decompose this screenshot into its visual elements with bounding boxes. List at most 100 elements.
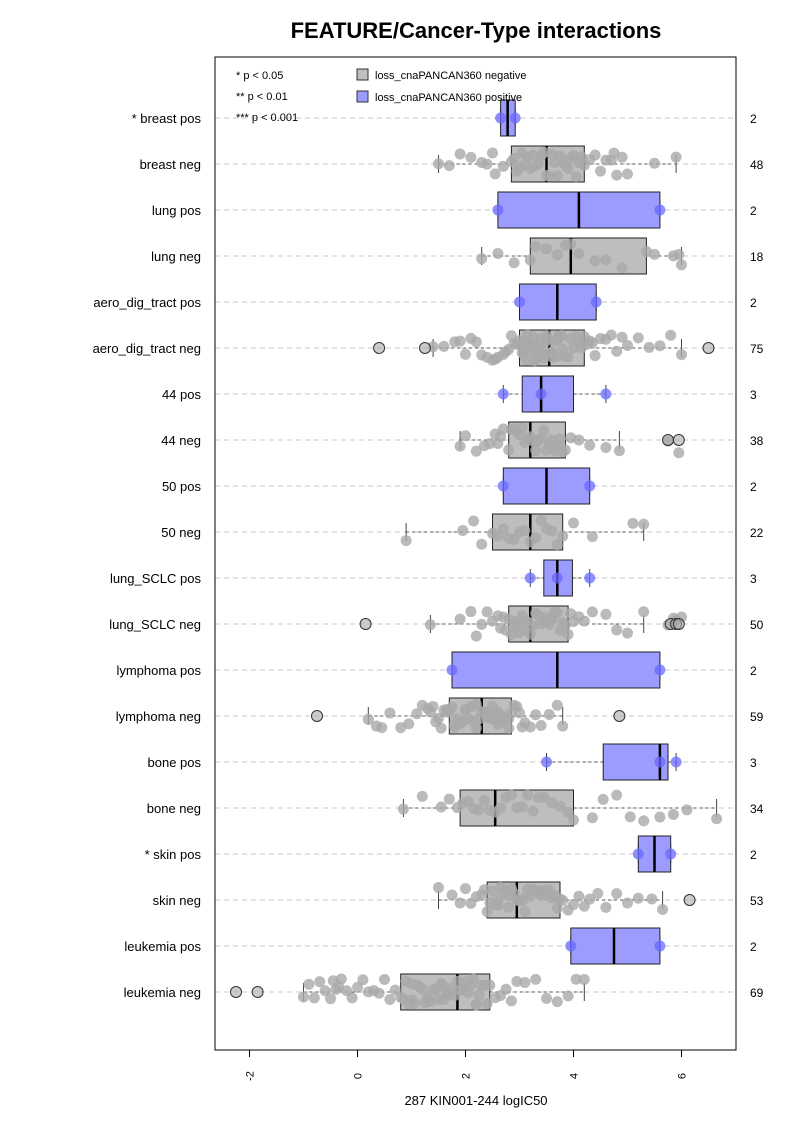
series-legend-item: loss_cnaPANCAN360 negative bbox=[375, 70, 526, 82]
x-tick-label: 4 bbox=[569, 1073, 581, 1079]
data-point bbox=[530, 241, 542, 253]
group-count: 22 bbox=[750, 526, 764, 540]
data-point bbox=[600, 388, 612, 400]
box bbox=[529, 237, 647, 275]
data-point bbox=[624, 811, 636, 823]
group-count: 3 bbox=[750, 572, 757, 586]
data-point bbox=[613, 445, 625, 457]
data-points bbox=[230, 112, 723, 1011]
data-point bbox=[424, 619, 436, 631]
data-point bbox=[589, 149, 601, 161]
data-point bbox=[449, 718, 461, 730]
data-point bbox=[573, 434, 585, 446]
data-point bbox=[557, 720, 569, 732]
data-point bbox=[460, 703, 471, 715]
data-point bbox=[487, 147, 498, 159]
data-point bbox=[530, 973, 542, 985]
data-point bbox=[622, 339, 633, 351]
data-point bbox=[627, 517, 639, 529]
data-point bbox=[357, 974, 369, 986]
data-point bbox=[584, 893, 596, 905]
data-point bbox=[519, 976, 531, 988]
data-point bbox=[562, 351, 574, 363]
data-point bbox=[481, 998, 493, 1010]
data-point bbox=[654, 940, 666, 952]
data-point bbox=[484, 979, 496, 991]
data-point bbox=[573, 248, 585, 260]
data-point bbox=[568, 814, 579, 826]
data-point bbox=[435, 801, 447, 813]
data-point bbox=[611, 624, 623, 636]
data-point bbox=[556, 330, 568, 342]
data-point bbox=[473, 989, 485, 1001]
outlier-point bbox=[419, 342, 431, 354]
data-point bbox=[551, 170, 563, 182]
group-count: 59 bbox=[750, 710, 764, 724]
data-point bbox=[584, 480, 596, 492]
data-point bbox=[497, 423, 509, 435]
data-point bbox=[473, 804, 485, 816]
data-point bbox=[470, 336, 482, 348]
data-point bbox=[535, 388, 547, 400]
data-point bbox=[676, 259, 687, 271]
data-point bbox=[470, 999, 482, 1011]
data-point bbox=[457, 524, 469, 536]
group-count: 75 bbox=[750, 342, 764, 356]
data-point bbox=[586, 812, 598, 824]
data-point bbox=[406, 978, 417, 990]
data-point bbox=[622, 897, 633, 909]
data-point bbox=[681, 804, 693, 816]
outlier-point bbox=[359, 618, 372, 630]
data-point bbox=[411, 708, 423, 720]
legend-swatch bbox=[356, 90, 369, 103]
data-point bbox=[670, 151, 682, 163]
box bbox=[570, 927, 661, 965]
data-point bbox=[508, 257, 520, 269]
data-point bbox=[568, 517, 579, 529]
data-point bbox=[527, 331, 539, 343]
series-legend-item: loss_cnaPANCAN360 positive bbox=[375, 92, 522, 104]
data-point bbox=[384, 707, 396, 719]
data-point bbox=[543, 170, 555, 182]
box bbox=[451, 651, 661, 689]
data-point bbox=[562, 162, 574, 174]
data-point bbox=[416, 983, 428, 995]
data-point bbox=[646, 893, 658, 905]
data-point bbox=[484, 438, 496, 450]
data-point bbox=[551, 572, 563, 584]
group-count: 2 bbox=[750, 480, 757, 494]
data-point bbox=[505, 789, 517, 801]
data-point bbox=[435, 722, 447, 734]
data-point bbox=[470, 630, 482, 642]
data-point bbox=[481, 606, 493, 618]
data-point bbox=[600, 441, 612, 453]
data-point bbox=[468, 973, 480, 985]
data-point bbox=[379, 973, 390, 985]
data-point bbox=[516, 801, 528, 813]
box bbox=[521, 375, 575, 413]
group-count: 38 bbox=[750, 434, 764, 448]
x-tick-label: 0 bbox=[353, 1073, 365, 1079]
data-point bbox=[535, 514, 547, 526]
group-label: breast neg bbox=[140, 157, 201, 172]
data-point bbox=[570, 171, 582, 183]
group-label: 50 neg bbox=[161, 525, 201, 540]
group-label: lymphoma neg bbox=[116, 709, 201, 724]
data-point bbox=[519, 892, 531, 904]
data-point bbox=[584, 439, 596, 451]
data-point bbox=[303, 978, 315, 990]
data-point bbox=[616, 331, 628, 343]
data-point bbox=[578, 973, 590, 985]
data-point bbox=[470, 698, 482, 710]
group-count: 3 bbox=[750, 388, 757, 402]
data-point bbox=[476, 618, 488, 630]
data-point bbox=[632, 892, 644, 904]
data-point bbox=[519, 525, 531, 537]
group-label: aero_dig_tract pos bbox=[93, 295, 201, 310]
data-point bbox=[514, 707, 525, 719]
data-point bbox=[384, 993, 396, 1005]
significance-legend-item: * p < 0.05 bbox=[236, 70, 283, 82]
data-point bbox=[508, 152, 520, 164]
group-label: 44 pos bbox=[162, 387, 202, 402]
